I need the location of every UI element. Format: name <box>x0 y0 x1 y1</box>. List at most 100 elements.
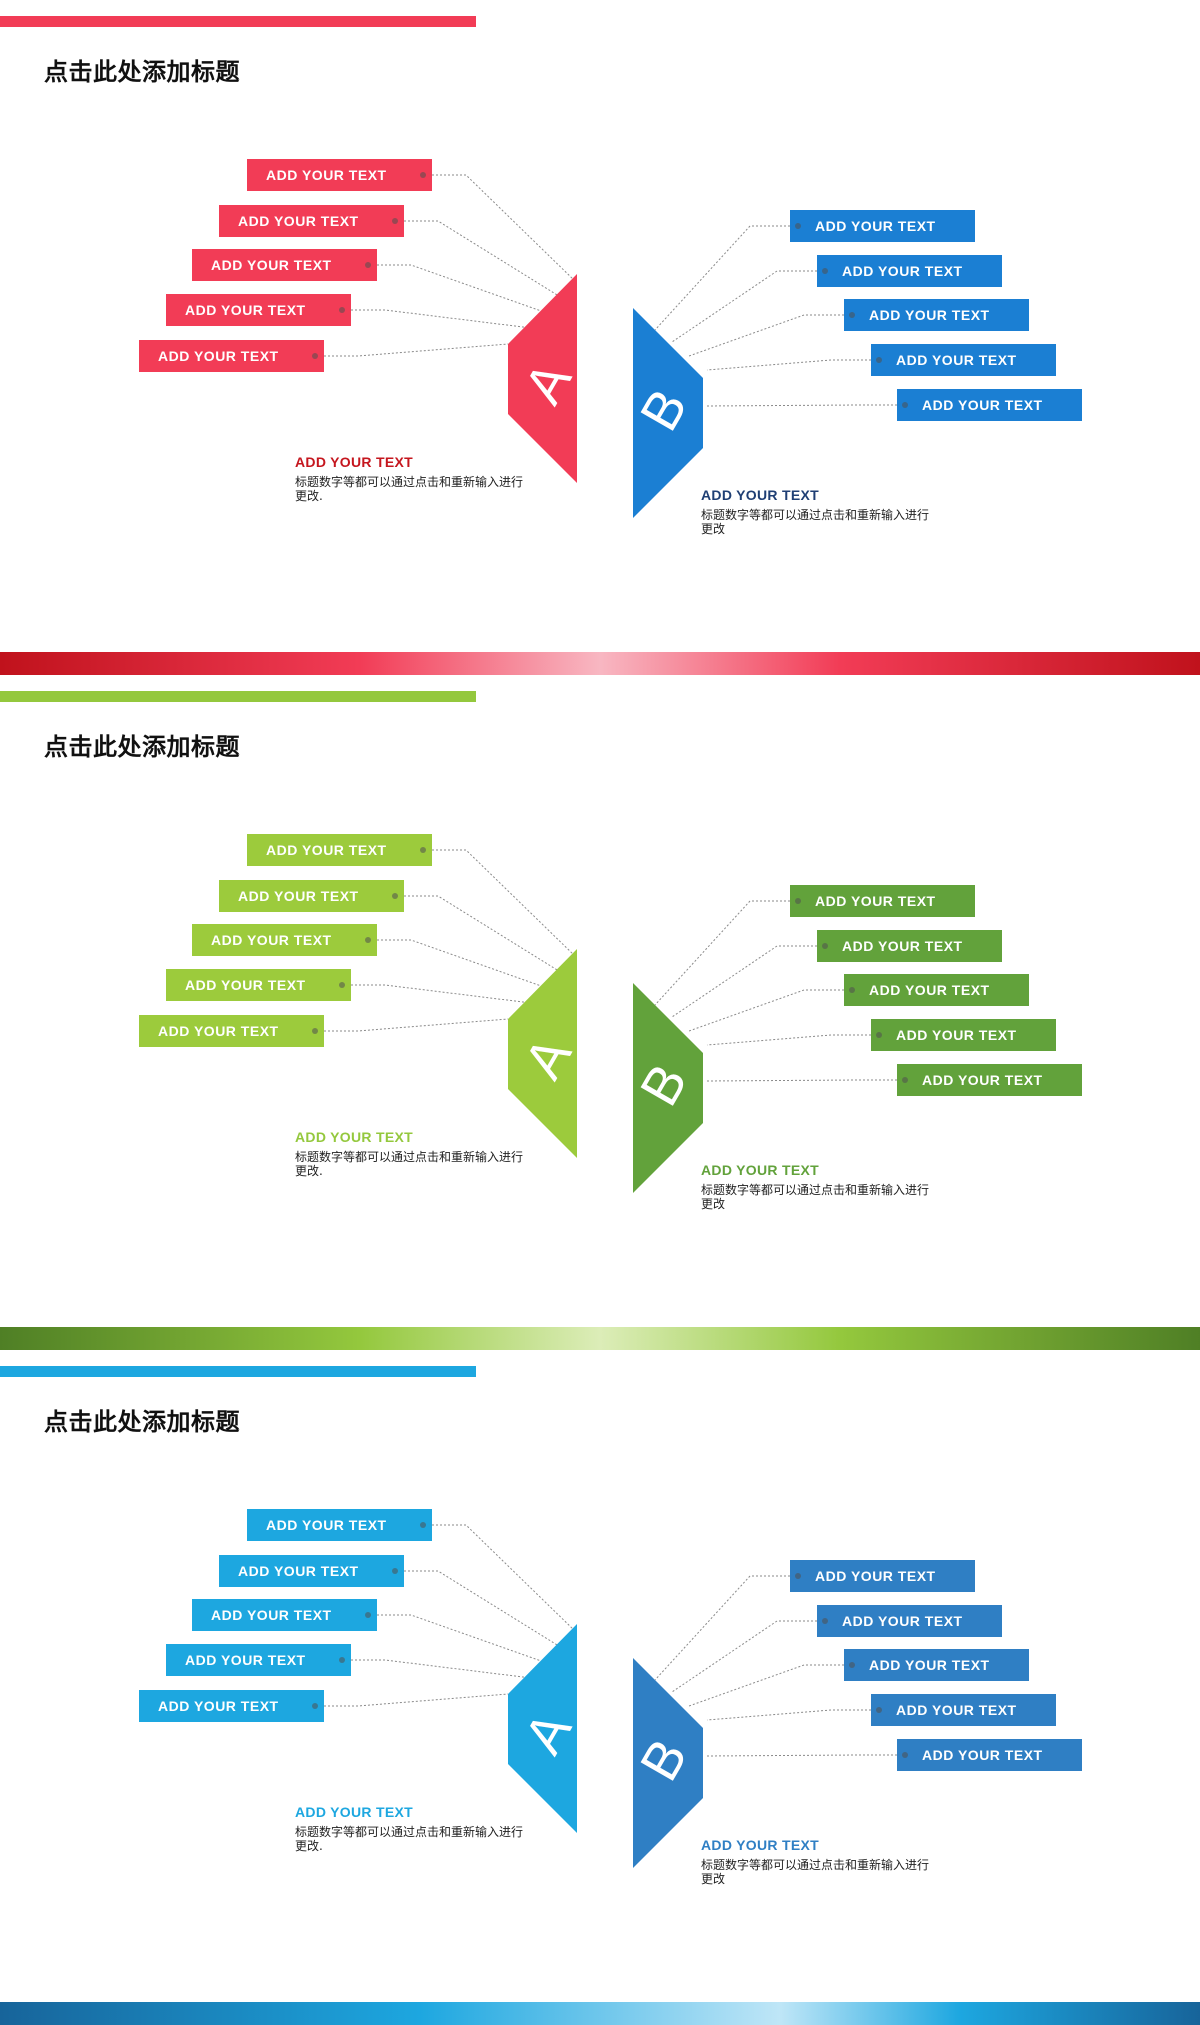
shape-a[interactable] <box>508 949 577 1158</box>
left-text-tag[interactable]: ADD YOUR TEXT <box>192 924 377 956</box>
connector-line-left <box>432 849 577 958</box>
right-text-tag[interactable]: ADD YOUR TEXT <box>790 885 975 917</box>
bullet-dot-icon <box>312 1028 318 1034</box>
section-divider-bar <box>0 1327 1200 1350</box>
connector-line-left <box>404 220 563 299</box>
connector-line-right <box>654 225 790 331</box>
tag-label: ADD YOUR TEXT <box>185 302 306 318</box>
shape-b[interactable] <box>633 983 703 1193</box>
tag-label: ADD YOUR TEXT <box>922 1072 1043 1088</box>
tag-label: ADD YOUR TEXT <box>185 1652 306 1668</box>
tag-label: ADD YOUR TEXT <box>896 352 1017 368</box>
left-text-tag[interactable]: ADD YOUR TEXT <box>166 294 351 326</box>
right-text-tag[interactable]: ADD YOUR TEXT <box>844 1649 1029 1681</box>
slide-title[interactable]: 点击此处添加标题 <box>44 1408 240 1436</box>
right-text-tag[interactable]: ADD YOUR TEXT <box>844 974 1029 1006</box>
right-text-tag[interactable]: ADD YOUR TEXT <box>897 1739 1082 1771</box>
right-text-tag[interactable]: ADD YOUR TEXT <box>897 1064 1082 1096</box>
right-text-tag[interactable]: ADD YOUR TEXT <box>897 389 1082 421</box>
left-text-tag[interactable]: ADD YOUR TEXT <box>166 969 351 1001</box>
left-text-tag[interactable]: ADD YOUR TEXT <box>219 205 404 237</box>
connector-line-left <box>404 1570 563 1649</box>
right-text-tag[interactable]: ADD YOUR TEXT <box>871 1019 1056 1051</box>
left-text-tag[interactable]: ADD YOUR TEXT <box>139 1690 324 1722</box>
left-text-tag[interactable]: ADD YOUR TEXT <box>247 834 432 866</box>
tag-label: ADD YOUR TEXT <box>896 1027 1017 1043</box>
tag-label: ADD YOUR TEXT <box>158 1023 279 1039</box>
shape-a[interactable] <box>508 274 577 483</box>
tag-label: ADD YOUR TEXT <box>869 982 990 998</box>
tag-label: ADD YOUR TEXT <box>815 218 936 234</box>
connector-line-right <box>671 270 817 343</box>
caption-a-body[interactable]: 标题数字等都可以通过点击和重新输入进行更改. <box>295 475 524 503</box>
connector-line-right <box>706 359 871 371</box>
shape-b[interactable] <box>633 308 703 518</box>
right-text-tag[interactable]: ADD YOUR TEXT <box>790 210 975 242</box>
caption-a-title[interactable]: ADD YOUR TEXT <box>295 1804 413 1820</box>
tag-label: ADD YOUR TEXT <box>815 1568 936 1584</box>
tag-label: ADD YOUR TEXT <box>238 1563 359 1579</box>
caption-b-title[interactable]: ADD YOUR TEXT <box>701 1162 819 1178</box>
bullet-dot-icon <box>312 1703 318 1709</box>
tag-label: ADD YOUR TEXT <box>158 348 279 364</box>
right-text-tag[interactable]: ADD YOUR TEXT <box>871 1694 1056 1726</box>
left-text-tag[interactable]: ADD YOUR TEXT <box>139 340 324 372</box>
caption-b-body[interactable]: 标题数字等都可以通过点击和重新输入进行更改 <box>701 1183 930 1211</box>
bullet-dot-icon <box>822 268 828 274</box>
tag-label: ADD YOUR TEXT <box>869 307 990 323</box>
tag-label: ADD YOUR TEXT <box>922 1747 1043 1763</box>
shape-b[interactable] <box>633 1658 703 1868</box>
connector-line-left <box>377 939 545 988</box>
bullet-dot-icon <box>849 987 855 993</box>
right-text-tag[interactable]: ADD YOUR TEXT <box>817 930 1002 962</box>
caption-b-body[interactable]: 标题数字等都可以通过点击和重新输入进行更改 <box>701 508 930 536</box>
connector-line-right <box>671 1620 817 1693</box>
connector-line-right <box>706 1079 897 1082</box>
bullet-dot-icon <box>876 1032 882 1038</box>
slide-title[interactable]: 点击此处添加标题 <box>44 733 240 761</box>
tag-label: ADD YOUR TEXT <box>266 167 387 183</box>
caption-a-title[interactable]: ADD YOUR TEXT <box>295 1129 413 1145</box>
left-text-tag[interactable]: ADD YOUR TEXT <box>247 159 432 191</box>
caption-a-body[interactable]: 标题数字等都可以通过点击和重新输入进行更改. <box>295 1150 524 1178</box>
left-text-tag[interactable]: ADD YOUR TEXT <box>139 1015 324 1047</box>
connector-line-left <box>351 1659 532 1679</box>
caption-a-body[interactable]: 标题数字等都可以通过点击和重新输入进行更改. <box>295 1825 524 1853</box>
caption-b-title[interactable]: ADD YOUR TEXT <box>701 487 819 503</box>
right-text-tag[interactable]: ADD YOUR TEXT <box>790 1560 975 1592</box>
right-text-tag[interactable]: ADD YOUR TEXT <box>844 299 1029 331</box>
left-text-tag[interactable]: ADD YOUR TEXT <box>166 1644 351 1676</box>
connector-line-right <box>706 1709 871 1721</box>
slide-title[interactable]: 点击此处添加标题 <box>44 58 240 86</box>
left-text-tag[interactable]: ADD YOUR TEXT <box>247 1509 432 1541</box>
tag-label: ADD YOUR TEXT <box>238 888 359 904</box>
bullet-dot-icon <box>392 218 398 224</box>
connector-line-right <box>654 900 790 1006</box>
left-text-tag[interactable]: ADD YOUR TEXT <box>219 1555 404 1587</box>
bullet-dot-icon <box>795 898 801 904</box>
section-divider-bar <box>0 2002 1200 2025</box>
connector-line-right <box>706 404 897 407</box>
bullet-dot-icon <box>876 357 882 363</box>
tag-label: ADD YOUR TEXT <box>158 1698 279 1714</box>
bullet-dot-icon <box>849 1662 855 1668</box>
right-text-tag[interactable]: ADD YOUR TEXT <box>871 344 1056 376</box>
bullet-dot-icon <box>420 847 426 853</box>
left-text-tag[interactable]: ADD YOUR TEXT <box>219 880 404 912</box>
right-text-tag[interactable]: ADD YOUR TEXT <box>817 255 1002 287</box>
caption-a-title[interactable]: ADD YOUR TEXT <box>295 454 413 470</box>
right-text-tag[interactable]: ADD YOUR TEXT <box>817 1605 1002 1637</box>
caption-b-title[interactable]: ADD YOUR TEXT <box>701 1837 819 1853</box>
left-text-tag[interactable]: ADD YOUR TEXT <box>192 249 377 281</box>
connector-line-left <box>432 1524 577 1633</box>
bullet-dot-icon <box>339 1657 345 1663</box>
bullet-dot-icon <box>795 1573 801 1579</box>
connector-line-right <box>706 1754 897 1757</box>
shape-a[interactable] <box>508 1624 577 1833</box>
left-text-tag[interactable]: ADD YOUR TEXT <box>192 1599 377 1631</box>
bullet-dot-icon <box>795 223 801 229</box>
caption-b-body[interactable]: 标题数字等都可以通过点击和重新输入进行更改 <box>701 1858 930 1886</box>
top-accent-bar <box>0 691 476 702</box>
